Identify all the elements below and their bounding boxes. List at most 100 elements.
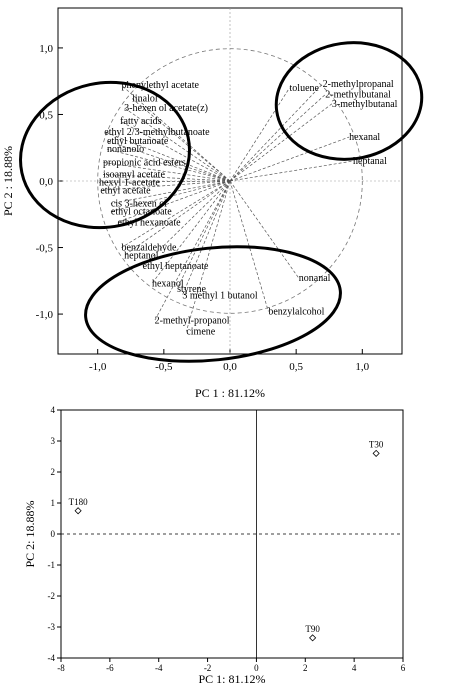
- score-point: [372, 449, 380, 457]
- loading-label: phenylethyl acetate: [122, 80, 200, 91]
- loading-label: hexyl 1-acetate: [99, 177, 160, 188]
- loading-y-tick-label: 0,5: [39, 109, 53, 121]
- loading-vector: [229, 160, 354, 182]
- loading-label: heptanal: [353, 156, 387, 167]
- loading-vector: [102, 162, 231, 182]
- score-x-tick-label: 0: [254, 663, 259, 673]
- score-y-tick-label: -4: [48, 653, 56, 663]
- loading-vector: [229, 87, 290, 182]
- loading-x-tick-label: -1,0: [89, 361, 107, 373]
- loading-label: nonanal: [299, 273, 331, 284]
- loading-label: 3 methyl 1 butanol: [182, 290, 257, 301]
- cluster-ellipse-bottom: [84, 245, 342, 363]
- loading-vector: [120, 120, 231, 182]
- loading-vector: [229, 103, 333, 182]
- loading-label: cis 3-hexen ol: [111, 199, 167, 210]
- score-plot-panel: -8 -6 -4 -2 0 2 4 6 -4 -3 -2 -1 0 1 2 3 4 T180 T30 T90 PC …: [23, 405, 406, 686]
- score-y-tick-label: 3: [51, 436, 56, 446]
- score-point-label: T180: [69, 497, 88, 507]
- loading-vector: [182, 180, 231, 296]
- loading-vector: [176, 180, 231, 289]
- loading-label: styrene: [177, 284, 206, 295]
- loading-label: benzaldehyde: [122, 243, 178, 254]
- score-point-label: T30: [369, 439, 384, 449]
- loading-label: cimene: [186, 326, 215, 337]
- loading-label: toluene: [290, 83, 320, 94]
- loading-vector: [121, 84, 231, 182]
- loading-vector: [99, 180, 231, 183]
- loading-y-tick-label: -0,5: [36, 243, 54, 255]
- loading-label: benzylalcohol: [268, 306, 324, 317]
- loading-plot-panel: -1,0 -0,5 0,0 0,5 1,0 -1,0 -0,5 0,0 0,5 1,0 pheny…: [1, 7, 424, 400]
- score-x-tick-label: -6: [106, 663, 114, 673]
- loading-label: ethyl hexanoate: [118, 217, 182, 228]
- loading-vector: [102, 173, 231, 182]
- loading-label: nonanolo: [107, 144, 144, 155]
- loading-vectors: [99, 83, 354, 332]
- loading-x-tick-label: 0,5: [289, 361, 303, 373]
- loading-plot-y-axis-title: PC 2 : 18.88%: [1, 146, 15, 216]
- loading-label: ethyl butanoate: [107, 136, 169, 147]
- cluster-ellipse-left: [19, 80, 191, 230]
- loading-label: propionic acid esters: [103, 157, 186, 168]
- loading-vector: [229, 94, 326, 182]
- loading-vector: [154, 180, 231, 321]
- score-y-tick-label: -1: [48, 560, 56, 570]
- loading-label: 3-methylbutanal: [332, 99, 398, 110]
- loading-vector: [123, 180, 231, 256]
- loading-y-tick-label: -1,0: [36, 309, 54, 321]
- score-point: [74, 507, 82, 515]
- loading-y-tick-label: 1,0: [39, 43, 53, 55]
- score-x-tick-label: 2: [303, 663, 308, 673]
- loading-label: ethyl heptanoate: [143, 261, 209, 272]
- score-y-tick-label: -2: [48, 591, 56, 601]
- loading-vector: [106, 148, 231, 182]
- loading-vector: [131, 98, 231, 182]
- score-y-tick-label: 4: [51, 405, 56, 415]
- loading-label: 2-methylbutanal: [325, 90, 391, 101]
- loading-vector: [106, 140, 231, 182]
- loading-plot-x-axis-title: PC 1 : 81.12%: [195, 386, 265, 400]
- loading-vector: [121, 180, 231, 248]
- loading-vector: [123, 107, 231, 182]
- score-plot-y-axis-title: PC 2: 18.88%: [23, 500, 37, 567]
- cluster-ellipse-right: [274, 41, 424, 161]
- score-x-tick-label: -2: [204, 663, 212, 673]
- loading-vector: [229, 83, 323, 182]
- loading-x-tick-label: 0,0: [223, 361, 237, 373]
- loading-label: ethyl octanoate: [111, 207, 172, 218]
- loading-label: isoamyl acetate: [103, 169, 165, 180]
- loading-vector: [142, 180, 231, 267]
- loading-label: ethyl acetate: [100, 185, 151, 196]
- loading-y-tick-label: 0,0: [39, 176, 53, 188]
- loading-label: hexanal: [349, 132, 380, 143]
- loading-label: heptanol: [124, 251, 159, 262]
- score-y-tick-label: 2: [51, 467, 56, 477]
- loading-label: fatty acids: [120, 116, 161, 127]
- score-point: [309, 634, 317, 642]
- score-point-label: T90: [305, 624, 320, 634]
- score-x-tick-label: -4: [155, 663, 163, 673]
- loading-vector: [151, 180, 231, 284]
- score-plot-ticks: -8 -6 -4 -2 0 2 4 6 -4 -3 -2 -1 0 1 2 3 4: [48, 405, 406, 673]
- loading-label: 2-methyl-propanol: [155, 316, 230, 327]
- score-y-tick-label: 0: [51, 529, 56, 539]
- loading-vector: [104, 131, 231, 182]
- score-points: T180 T30 T90: [69, 439, 384, 642]
- loading-x-tick-label: -0,5: [155, 361, 173, 373]
- loading-x-tick-label: 1,0: [355, 361, 369, 373]
- loading-plot-ticks: -1,0 -0,5 0,0 0,5 1,0 -1,0 -0,5 0,0 0,5 1,0: [36, 43, 370, 373]
- score-x-tick-label: 6: [401, 663, 406, 673]
- loading-vector: [229, 180, 300, 279]
- score-x-tick-label: -8: [57, 663, 65, 673]
- score-x-tick-label: 4: [352, 663, 357, 673]
- score-plot-x-axis-title: PC 1: 81.12%: [198, 672, 265, 686]
- loading-label: hexanol: [152, 278, 184, 289]
- loading-vector: [229, 136, 350, 182]
- loading-label: 2-methylpropanal: [323, 79, 394, 90]
- score-y-tick-label: -3: [48, 622, 56, 632]
- score-y-tick-label: 1: [51, 498, 56, 508]
